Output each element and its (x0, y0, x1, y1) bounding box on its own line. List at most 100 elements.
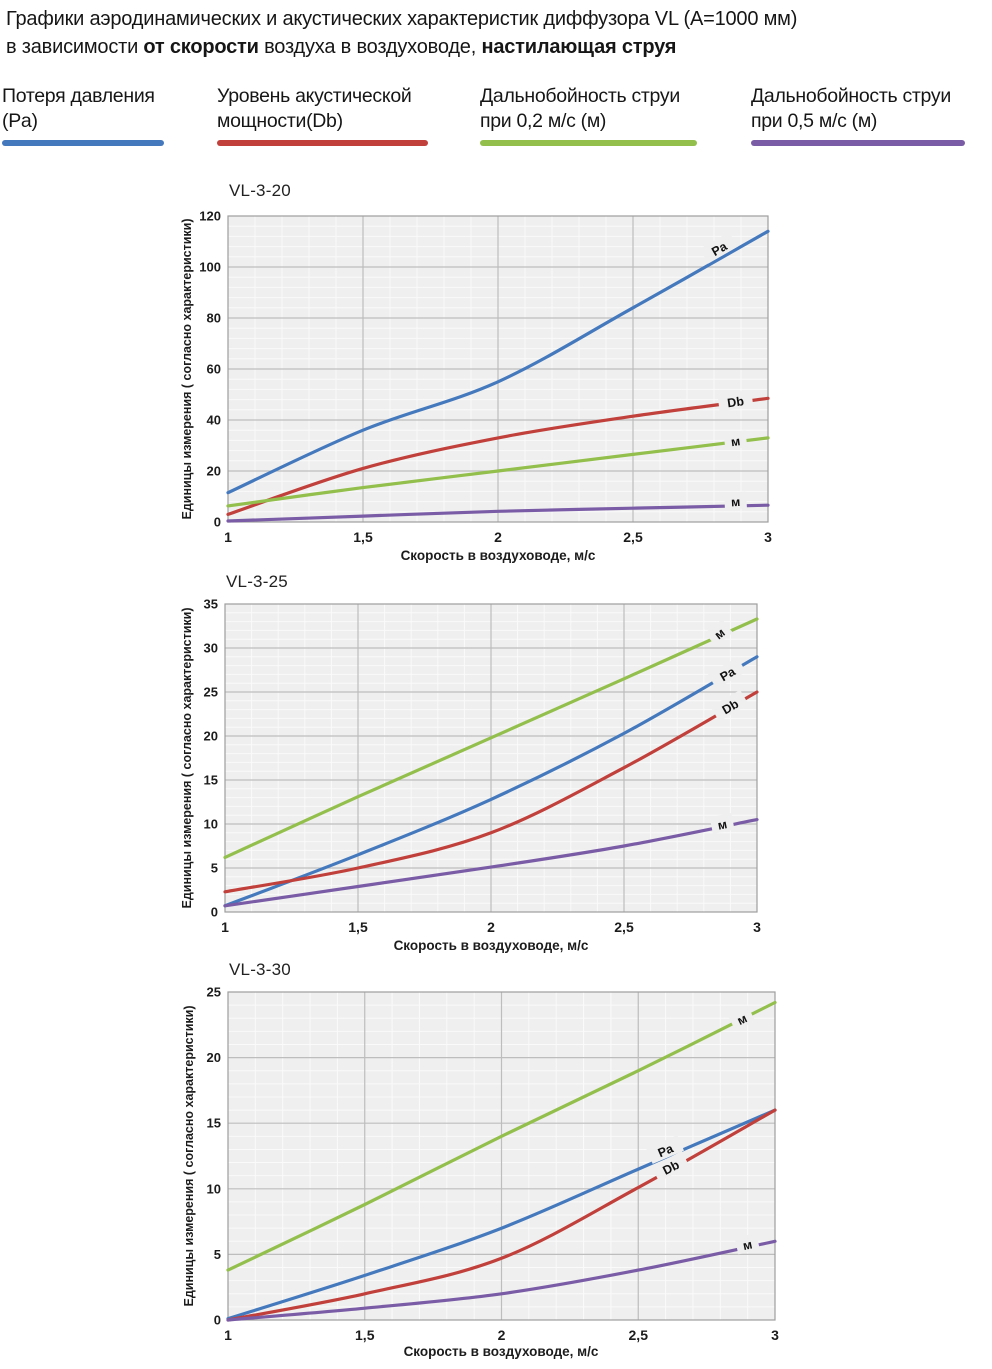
series-label-m05: м (734, 1233, 760, 1255)
legend-item-acoustic-power: Уровень акустической мощности(Db) (217, 84, 477, 146)
series-label-text: Db (660, 1158, 682, 1178)
series-label-gap (704, 619, 733, 647)
legend-label-line2: при 0,2 м/с (м) (480, 110, 607, 132)
chart-title-vl-3-30: VL-3-30 (229, 960, 291, 979)
series-label-text: м (742, 1237, 754, 1253)
x-tick-label: 1 (221, 919, 229, 935)
series-line-pa (226, 229, 770, 495)
y-tick-label: 25 (204, 685, 218, 700)
legend-label-line1: Уровень акустической (217, 85, 412, 107)
x-axis-title-chart-2: Скорость в воздуховоде, м/с (393, 938, 589, 953)
series-label-gap (717, 389, 754, 412)
y-tick-label: 10 (207, 1181, 221, 1196)
series-label-gap (699, 231, 738, 264)
series-label-m02: м (727, 1005, 756, 1031)
x-axis-tick-labels: 1 1,5 2 2,5 3 (224, 529, 772, 545)
x-axis-title-chart-1: Скорость в воздуховоде, м/с (400, 548, 596, 563)
series-label-m02: м (723, 430, 748, 450)
x-tick-label: 2 (494, 529, 502, 545)
legend-color-bar-blue (2, 140, 164, 146)
y-tick-label: 15 (204, 773, 218, 788)
series-label-gap (651, 1151, 690, 1182)
x-tick-label: 1 (224, 1327, 232, 1343)
y-axis-tick-labels: 0 5 10 15 20 25 30 35 (204, 597, 218, 920)
series-line-m05 (226, 503, 770, 523)
series-line-m05 (223, 818, 759, 908)
grid-major (225, 604, 757, 912)
series-line-pa (223, 655, 759, 908)
grid-major (228, 216, 768, 522)
x-tick-label: 1,5 (355, 1327, 375, 1343)
x-tick-label: 3 (753, 919, 761, 935)
series-label-m05: м (724, 491, 747, 510)
legend-label-line1: Дальнобойность струи (751, 85, 951, 107)
y-axis-tick-labels: 0 5 10 15 20 25 (207, 985, 221, 1328)
y-tick-label: 15 (207, 1116, 221, 1131)
legend-label-line1: Потеря давления (2, 85, 155, 107)
chart-title-vl-3-25: VL-3-25 (226, 572, 288, 591)
page-title: Графики аэродинамических и акустических … (6, 5, 797, 61)
series-label-text: Pa (656, 1141, 677, 1160)
series-line-db (223, 690, 759, 894)
legend-color-bar-green (480, 140, 697, 146)
series-label-gap (723, 430, 748, 450)
y-tick-label: 20 (204, 729, 218, 744)
y-tick-label: 20 (207, 1050, 221, 1065)
series-label-m02: м (704, 619, 733, 647)
legend-label-line2: при 0,5 м/с (м) (751, 110, 878, 132)
series-label-gap (646, 1134, 684, 1164)
series-label-gap (734, 1233, 760, 1255)
series-line-pa (226, 1108, 777, 1321)
x-axis-tick-labels: 1 1,5 2 2,5 3 (224, 1327, 779, 1343)
series-label-text: м (717, 817, 729, 833)
y-tick-label: 60 (207, 362, 221, 377)
y-tick-label: 30 (204, 641, 218, 656)
x-axis-tick-labels: 1 1,5 2 2,5 3 (221, 919, 761, 935)
x-tick-label: 2 (487, 919, 495, 935)
x-tick-label: 1,5 (348, 919, 368, 935)
legend-color-bar-red (217, 140, 428, 146)
legend-label-line2: (Pa) (2, 110, 38, 132)
legend-item-pressure-loss: Потеря давления (Pa) (2, 84, 208, 146)
series-line-m02 (226, 1000, 777, 1272)
series-line-m02 (226, 436, 770, 508)
legend-color-bar-purple (751, 140, 965, 146)
y-tick-label: 120 (199, 209, 221, 224)
series-label-text: Db (726, 394, 745, 410)
y-tick-label: 0 (214, 515, 221, 530)
y-tick-label: 25 (207, 985, 221, 1000)
plot-border (227, 215, 769, 523)
series-label-db: Db (651, 1151, 690, 1182)
x-tick-label: 2,5 (629, 1327, 649, 1343)
y-tick-label: 5 (211, 861, 218, 876)
series-label-text: м (731, 495, 741, 509)
legend-item-jet-range-05: Дальнобойность струи при 0,5 м/с (м) (751, 84, 991, 146)
y-tick-label: 5 (214, 1247, 221, 1262)
y-tick-label: 0 (211, 905, 218, 920)
plot-border (224, 603, 758, 913)
y-tick-label: 0 (214, 1313, 221, 1328)
plot-border (227, 991, 776, 1321)
x-tick-label: 2 (498, 1327, 506, 1343)
page-title-line1: Графики аэродинамических и акустических … (6, 8, 798, 30)
series-line-m05 (226, 1239, 777, 1322)
grid-major (228, 992, 775, 1320)
y-tick-label: 100 (199, 260, 221, 275)
x-tick-label: 2,5 (623, 529, 643, 545)
series-label-pa: Pa (646, 1134, 684, 1164)
chart-title-vl-3-20: VL-3-20 (229, 181, 291, 200)
series-label-m05: м (709, 812, 735, 834)
x-tick-label: 2,5 (614, 919, 634, 935)
legend-item-jet-range-02: Дальнобойность струи при 0,2 м/с (м) (480, 84, 746, 146)
x-axis-title-chart-3: Скорость в воздуховоде, м/с (403, 1344, 599, 1359)
y-tick-label: 20 (207, 464, 221, 479)
series-line-db (226, 396, 770, 516)
legend-label-line1: Дальнобойность струи (480, 85, 680, 107)
series-label-gap (724, 491, 747, 510)
legend-label-line2: мощности(Db) (217, 110, 343, 132)
x-tick-label: 1 (224, 529, 232, 545)
